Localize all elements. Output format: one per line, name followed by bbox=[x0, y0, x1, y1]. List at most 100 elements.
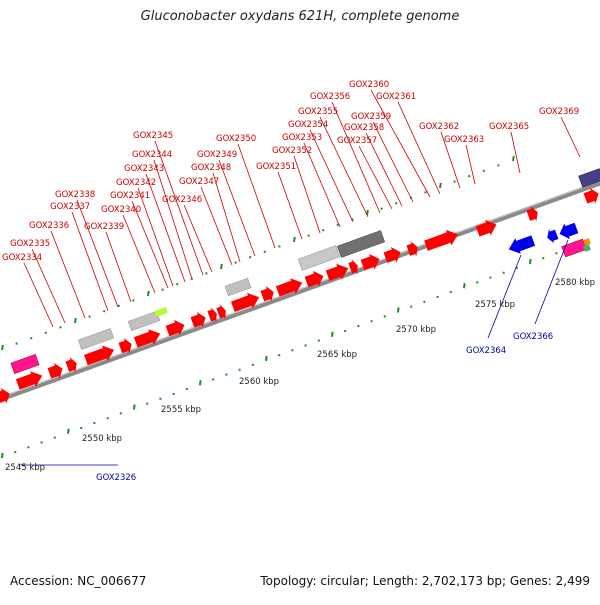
gene-label-gox2357[interactable]: GOX2357 bbox=[337, 136, 377, 146]
forward-gene-arrow bbox=[190, 312, 206, 328]
ruler-label: 2555 kbp bbox=[161, 405, 201, 415]
label-leader-lines bbox=[20, 89, 581, 466]
ruler-label: 2565 kbp bbox=[317, 350, 357, 360]
forward-gene-arrow bbox=[475, 219, 497, 237]
gene-label-gox2369[interactable]: GOX2369 bbox=[539, 107, 579, 117]
gene-label-gox2358[interactable]: GOX2358 bbox=[344, 123, 384, 133]
gene-label-gox2343[interactable]: GOX2343 bbox=[124, 164, 164, 174]
misc-feature-box bbox=[583, 238, 591, 246]
ruler-tick bbox=[463, 283, 466, 289]
ruler-label: 2550 kbp bbox=[82, 434, 122, 444]
gene-label-gox2356[interactable]: GOX2356 bbox=[310, 92, 350, 102]
gene-label-gox2351[interactable]: GOX2351 bbox=[256, 162, 296, 172]
label-leader-line bbox=[237, 143, 276, 249]
reverse-gene-arrow bbox=[559, 222, 579, 240]
forward-gene-arrow bbox=[230, 292, 260, 312]
label-leader-line bbox=[370, 89, 431, 198]
ruler-ticks-lower bbox=[1, 252, 558, 459]
reverse-gene-arrow bbox=[508, 235, 536, 254]
forward-gene-arrow bbox=[260, 286, 274, 302]
ruler-tick bbox=[147, 290, 150, 297]
gene-label-gox2341[interactable]: GOX2341 bbox=[110, 191, 150, 201]
label-leader-line bbox=[465, 144, 476, 185]
gene-label-gox2345[interactable]: GOX2345 bbox=[133, 131, 173, 141]
gene-label-gox2348[interactable]: GOX2348 bbox=[191, 163, 231, 173]
gene-label-gox2334[interactable]: GOX2334 bbox=[2, 253, 42, 263]
ruler-tick bbox=[366, 209, 369, 216]
gene-label-gox2363[interactable]: GOX2363 bbox=[444, 135, 484, 145]
label-leader-line bbox=[560, 116, 581, 158]
gene-label-gox2326[interactable]: GOX2326 bbox=[96, 473, 136, 483]
pseudogene-box bbox=[127, 310, 161, 332]
gene-label-gox2365[interactable]: GOX2365 bbox=[489, 122, 529, 132]
gene-label-gox2361[interactable]: GOX2361 bbox=[376, 92, 416, 102]
label-leader-line bbox=[487, 254, 522, 339]
map-title: Gluconobacter oxydans 621H, complete gen… bbox=[140, 9, 460, 24]
accession-text: Accession: NC_006677 bbox=[10, 574, 147, 588]
ruler-label: 2575 kbp bbox=[475, 300, 515, 310]
gene-label-gox2354[interactable]: GOX2354 bbox=[288, 120, 328, 130]
forward-gene-arrow bbox=[325, 263, 349, 281]
label-leader-line bbox=[145, 173, 186, 283]
ruler-tick bbox=[331, 331, 334, 337]
forward-gene-arrow bbox=[0, 388, 10, 404]
ruler-tick bbox=[1, 344, 4, 351]
gene-label-gox2350[interactable]: GOX2350 bbox=[216, 134, 256, 144]
label-leader-line bbox=[331, 101, 381, 214]
forward-gene-arrow bbox=[15, 371, 43, 390]
rna-feature-box bbox=[10, 354, 40, 374]
label-leader-line bbox=[122, 214, 156, 294]
gene-label-gox2342[interactable]: GOX2342 bbox=[116, 178, 156, 188]
forward-gene-arrow bbox=[360, 253, 380, 271]
gene-label-gox2360[interactable]: GOX2360 bbox=[349, 80, 389, 90]
forward-gene-arrow bbox=[133, 329, 161, 348]
ruler-tick bbox=[439, 182, 442, 189]
gene-label-gox2337[interactable]: GOX2337 bbox=[50, 202, 90, 212]
label-leader-line bbox=[309, 129, 354, 223]
forward-gene-arrow bbox=[383, 246, 401, 263]
forward-gene-arrow bbox=[118, 338, 132, 354]
label-leader-line bbox=[277, 171, 303, 240]
gene-label-gox2364[interactable]: GOX2364 bbox=[466, 346, 506, 356]
label-leader-line bbox=[105, 231, 132, 303]
pseudogene-box bbox=[224, 277, 252, 297]
misc-feature-box bbox=[154, 307, 168, 317]
ruler-tick bbox=[529, 258, 532, 265]
forward-gene-arrow bbox=[47, 363, 63, 379]
label-leader-line bbox=[218, 159, 256, 257]
gene-label-gox2338[interactable]: GOX2338 bbox=[55, 190, 95, 200]
gene-label-gox2336[interactable]: GOX2336 bbox=[29, 221, 69, 231]
label-leader-line bbox=[31, 248, 66, 324]
label-leader-line bbox=[440, 131, 461, 189]
gene-label-gox2359[interactable]: GOX2359 bbox=[351, 112, 391, 122]
misc-feature-box bbox=[578, 168, 600, 188]
gene-label-gox2366[interactable]: GOX2366 bbox=[513, 332, 553, 342]
gene-label-gox2335[interactable]: GOX2335 bbox=[10, 239, 50, 249]
forward-gene-arrow bbox=[165, 319, 185, 337]
label-leader-line bbox=[131, 200, 169, 289]
ruler-tick bbox=[67, 428, 70, 434]
label-leader-line bbox=[510, 131, 521, 174]
ruler-labels: 2545 kbp 2550 kbp 2555 kbp 2560 kbp 2565 kbp… bbox=[5, 278, 595, 473]
forward-gene-arrow bbox=[348, 259, 358, 275]
gene-label-gox2339[interactable]: GOX2339 bbox=[84, 222, 124, 232]
gene-label-gox2352[interactable]: GOX2352 bbox=[272, 146, 312, 156]
gene-label-gox2355[interactable]: GOX2355 bbox=[298, 107, 338, 117]
label-leader-line bbox=[200, 186, 233, 266]
label-leader-line bbox=[358, 145, 393, 210]
gene-label-gox2347[interactable]: GOX2347 bbox=[179, 177, 219, 187]
repeat-region-box bbox=[336, 230, 386, 258]
gene-label-gox2344[interactable]: GOX2344 bbox=[132, 150, 172, 160]
gene-label-gox2346[interactable]: GOX2346 bbox=[162, 195, 202, 205]
label-leader-line bbox=[319, 116, 369, 218]
ruler-label: 2545 kbp bbox=[5, 463, 45, 473]
ruler-tick bbox=[512, 155, 515, 162]
forward-gene-arrow bbox=[304, 270, 324, 288]
gene-label-gox2353[interactable]: GOX2353 bbox=[282, 133, 322, 143]
pseudogene-box bbox=[77, 328, 115, 350]
gene-label-gox2340[interactable]: GOX2340 bbox=[101, 205, 141, 215]
label-leader-line bbox=[76, 199, 119, 308]
gene-label-gox2349[interactable]: GOX2349 bbox=[197, 150, 237, 160]
gene-label-gox2362[interactable]: GOX2362 bbox=[419, 122, 459, 132]
